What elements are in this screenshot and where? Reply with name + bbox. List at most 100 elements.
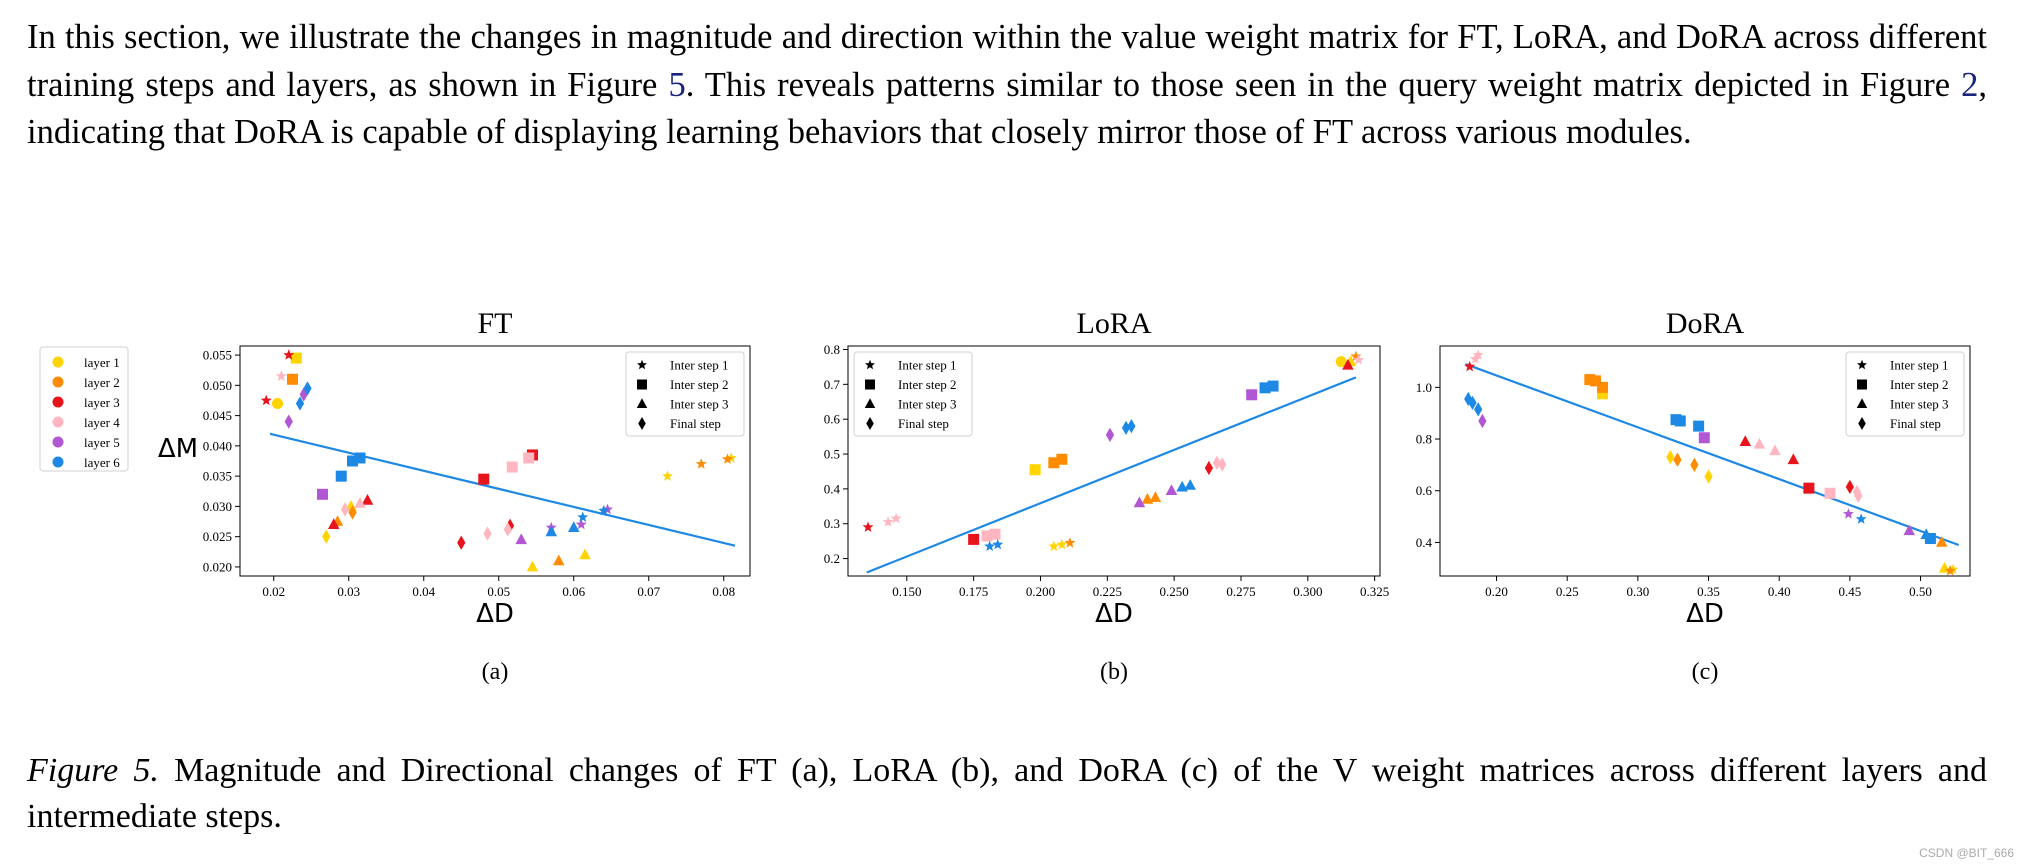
step-legend-marker	[865, 359, 875, 370]
step-legend-label: Final step	[670, 416, 721, 431]
x-tick-label: 0.50	[1909, 584, 1932, 599]
x-tick-label: 0.175	[959, 584, 988, 599]
data-point	[695, 458, 707, 469]
step-legend-label: Inter step 2	[898, 377, 956, 392]
data-point	[1350, 350, 1362, 362]
layer-legend-label: layer 4	[84, 415, 120, 430]
data-point	[1666, 449, 1675, 465]
x-tick-label: 0.04	[412, 584, 435, 599]
watermark: CSDN @BIT_666	[1919, 846, 2014, 860]
data-point	[1769, 444, 1781, 456]
step-legend: Inter step 1 Inter step 2 Inter step 3 Fina…	[853, 351, 973, 437]
data-point	[1474, 402, 1483, 417]
y-tick-label: 0.055	[203, 348, 232, 363]
data-point	[1127, 419, 1136, 434]
data-point	[1674, 415, 1686, 427]
layer-legend-dot	[52, 396, 64, 408]
data-point	[722, 453, 733, 464]
fit-line	[269, 432, 736, 547]
series-layer-4	[1469, 349, 1863, 504]
data-point	[1597, 381, 1609, 393]
y-tick-label: 0.035	[203, 469, 232, 484]
chart-panel-dora: 0.20 0.25 0.30 0.35 0.40 0.45 0.50 0.4 0.6 0.8 1.0…	[1416, 307, 1971, 685]
data-point	[1064, 537, 1076, 548]
data-point	[1472, 349, 1484, 360]
step-legend-marker	[638, 417, 646, 430]
x-tick-label: 0.325	[1360, 584, 1389, 599]
x-tick-label: 0.03	[337, 584, 360, 599]
data-point	[1259, 382, 1271, 394]
data-point	[1803, 482, 1815, 494]
data-point	[1478, 413, 1487, 429]
figure-2-ref-link[interactable]: 2	[1961, 65, 1979, 104]
chart-title: LoRA	[1077, 307, 1152, 340]
step-legend-label: Inter step 1	[670, 358, 728, 373]
data-point	[1704, 469, 1713, 484]
data-point	[1589, 375, 1601, 387]
step-legend-frame	[1845, 351, 1965, 437]
step-legend-frame	[625, 351, 745, 437]
data-point	[1246, 389, 1258, 401]
series-layer-1	[1029, 355, 1357, 552]
data-point	[552, 554, 565, 566]
data-point	[503, 522, 512, 537]
data-point	[1165, 484, 1178, 496]
data-point	[1464, 360, 1476, 372]
figure-5-ref-link[interactable]: 5	[668, 65, 686, 104]
series-layer-3	[1464, 360, 1854, 494]
y-tick-label: 0.6	[1416, 483, 1433, 498]
data-point	[1267, 380, 1279, 392]
data-point	[523, 452, 535, 464]
x-tick-label: 0.200	[1026, 584, 1055, 599]
layer-legend-dot	[52, 376, 64, 388]
y-tick-label: 0.025	[203, 529, 232, 544]
data-point	[322, 529, 331, 544]
data-point	[984, 540, 996, 552]
data-point	[1924, 533, 1936, 545]
chart-panel-lora: 0.150 0.175 0.200 0.225 0.250 0.275 0.300 0.325…	[824, 307, 1390, 685]
data-point	[515, 533, 528, 545]
series-layer-5	[1105, 389, 1258, 508]
x-tick-label: 0.30	[1626, 584, 1649, 599]
data-point	[1218, 457, 1227, 472]
y-tick-label: 0.7	[824, 377, 841, 392]
layer-legend: layer 1 layer 2 layer 3 layer 4 layer 5 layer…	[39, 346, 129, 472]
fit-line	[866, 376, 1357, 574]
data-point	[890, 512, 902, 524]
series-layer-4	[275, 370, 535, 541]
subfigure-label: (c)	[1692, 659, 1719, 685]
data-point	[1673, 452, 1682, 467]
data-point	[354, 497, 366, 508]
series-layer-6	[1464, 391, 1936, 545]
y-tick-label: 0.050	[203, 378, 232, 393]
data-point	[545, 525, 558, 537]
data-point	[1029, 464, 1041, 476]
data-point	[457, 535, 466, 550]
layer-legend-dot	[52, 416, 64, 428]
y-axis-label: ΔM	[158, 434, 198, 464]
subfigure-label: (b)	[1100, 659, 1128, 685]
data-point	[260, 394, 272, 406]
y-tick-label: 1.0	[1416, 380, 1432, 395]
figure-caption: Figure 5. Magnitude and Directional chan…	[27, 748, 1987, 840]
data-point	[1842, 508, 1854, 519]
step-legend-label: Inter step 3	[898, 397, 956, 412]
data-point	[1056, 538, 1068, 550]
y-tick-label: 0.030	[203, 499, 232, 514]
data-point	[1105, 427, 1115, 443]
data-point	[1204, 460, 1214, 476]
fit-line	[1465, 363, 1960, 547]
layer-legend-dot	[52, 456, 64, 468]
subfigure-label: (a)	[482, 659, 509, 685]
data-point	[662, 470, 673, 481]
series-layer-2	[1048, 350, 1362, 548]
x-axis-label: ΔD	[1686, 599, 1724, 629]
data-point	[1787, 453, 1800, 465]
plot-frame	[847, 345, 1381, 577]
x-tick-label: 0.45	[1838, 584, 1861, 599]
data-point	[478, 473, 490, 485]
series-layer-4	[882, 354, 1365, 542]
caption-text: Magnitude and Directional changes of FT …	[27, 752, 1987, 835]
step-legend: Inter step 1 Inter step 2 Inter step 3 Fina…	[1845, 351, 1965, 437]
data-point	[1212, 455, 1222, 470]
